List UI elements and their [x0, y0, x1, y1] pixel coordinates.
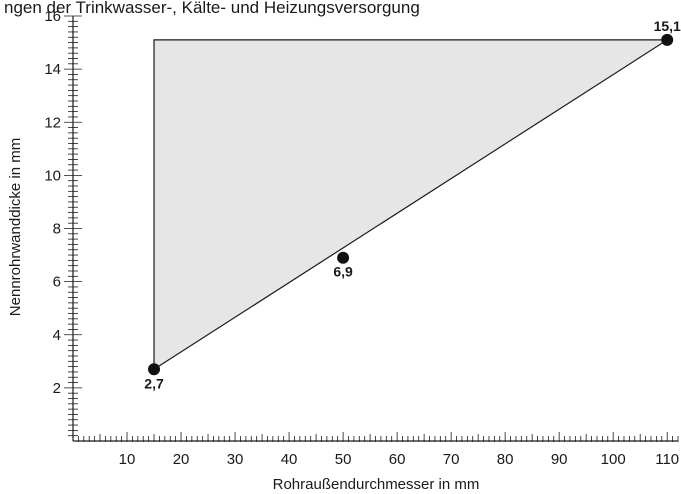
y-tick-label: 12 — [44, 114, 61, 131]
x-tick-label: 70 — [443, 451, 460, 468]
x-tick-label: 10 — [119, 451, 136, 468]
chart-title: ngen der Trinkwasser-, Kälte- und Heizun… — [4, 0, 420, 17]
data-point-label: 15,1 — [654, 18, 681, 34]
x-tick-label: 20 — [173, 451, 190, 468]
data-point — [337, 251, 350, 264]
x-tick-label: 90 — [551, 451, 568, 468]
x-tick-label: 50 — [335, 451, 352, 468]
y-tick-label: 10 — [44, 167, 61, 184]
x-tick-label: 40 — [281, 451, 298, 468]
x-tick-label: 60 — [389, 451, 406, 468]
x-tick-label: 30 — [227, 451, 244, 468]
plot-area: 10 20 30 40 50 60 70 80 90 100 110 2 4 6 8 10 12 14 16 2,7 6… — [44, 8, 681, 468]
x-axis-title: Rohraußendurchmesser in mm — [273, 476, 480, 493]
x-tick-label: 100 — [601, 451, 626, 468]
y-axis-title: Nennrohrwanddicke in mm — [7, 138, 24, 316]
x-tick-label: 80 — [497, 451, 514, 468]
y-tick-label: 16 — [44, 8, 61, 25]
data-point-label: 6,9 — [333, 264, 353, 280]
y-tick-label: 14 — [44, 61, 61, 78]
shaded-region — [153, 39, 670, 371]
y-tick-label: 6 — [53, 274, 61, 291]
data-point — [661, 33, 674, 46]
y-tick-label: 8 — [53, 221, 61, 238]
data-point — [148, 363, 161, 376]
y-tick-label: 2 — [53, 380, 61, 397]
data-point-label: 2,7 — [144, 375, 164, 391]
y-tick-label: 4 — [53, 327, 61, 344]
x-tick-label: 110 — [655, 451, 679, 468]
